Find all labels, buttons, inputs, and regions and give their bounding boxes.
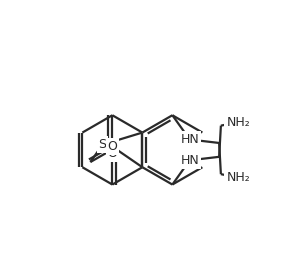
Text: O: O [107, 147, 117, 160]
Text: HN: HN [180, 133, 199, 146]
Text: NH₂: NH₂ [226, 116, 250, 129]
Text: O: O [107, 140, 117, 153]
Text: S: S [99, 138, 107, 151]
Text: HN: HN [180, 154, 199, 167]
Text: NH₂: NH₂ [226, 171, 250, 184]
